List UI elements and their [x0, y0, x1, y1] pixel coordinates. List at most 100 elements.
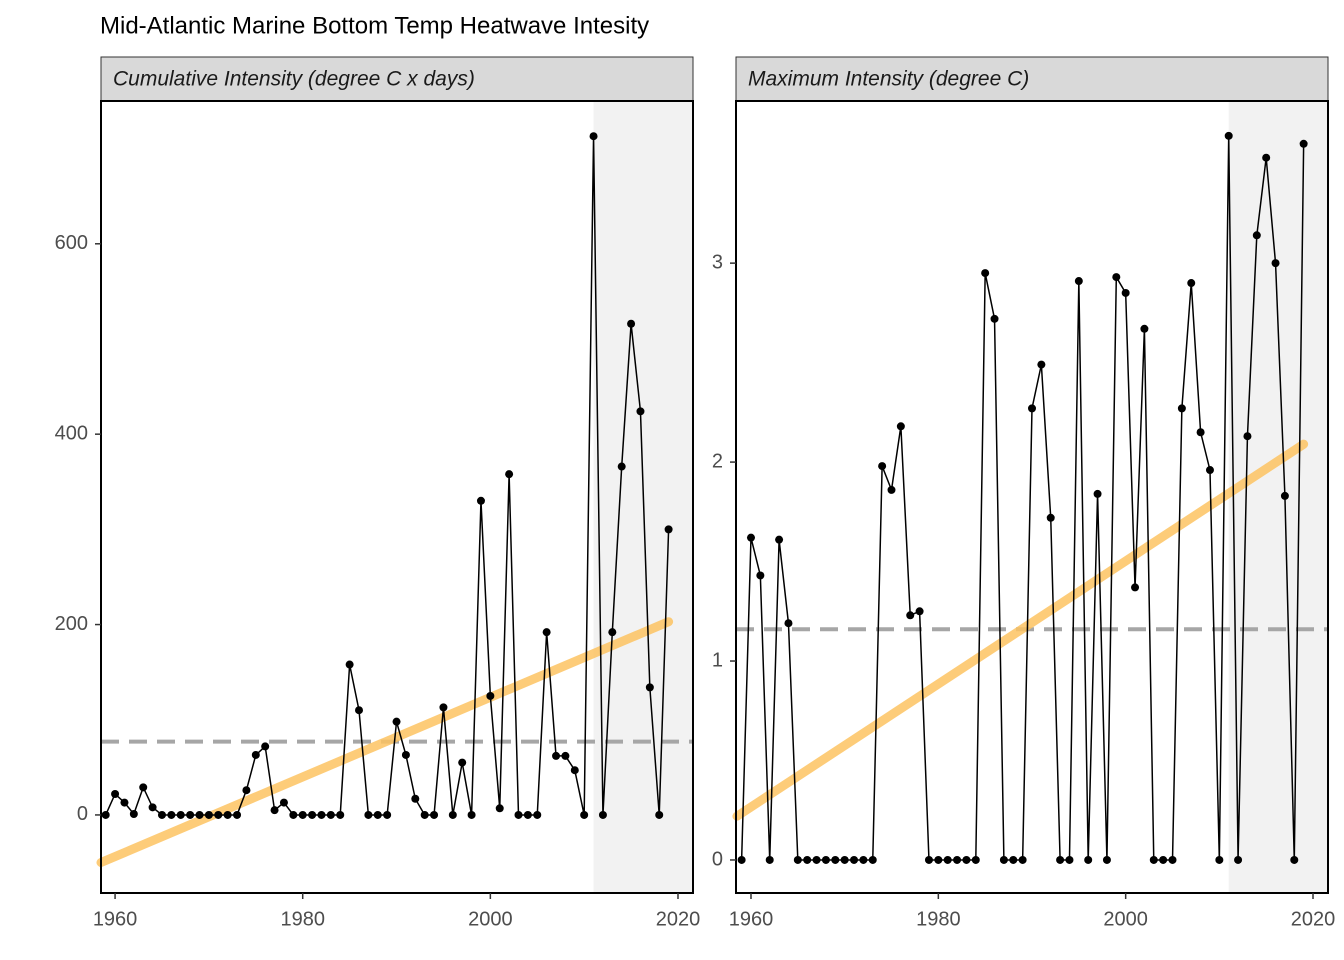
strip-label: Cumulative Intensity (degree C x days)	[113, 68, 475, 91]
data-point	[289, 810, 298, 819]
y-tick-label: 200	[55, 613, 88, 635]
data-point	[214, 810, 223, 819]
y-tick-label: 600	[55, 232, 88, 254]
data-point	[467, 810, 476, 819]
data-point	[279, 798, 288, 807]
data-point	[401, 750, 410, 759]
data-point	[336, 810, 345, 819]
data-point	[411, 794, 420, 803]
data-point	[1224, 131, 1233, 140]
data-point	[111, 790, 120, 798]
data-point	[999, 855, 1008, 864]
data-point	[617, 462, 626, 471]
data-point	[1159, 855, 1168, 864]
data-point	[1215, 855, 1224, 864]
data-point	[598, 810, 607, 819]
data-point	[148, 803, 157, 812]
data-point	[355, 706, 364, 715]
data-point	[270, 806, 279, 815]
data-point	[1121, 288, 1130, 297]
x-tick-label: 2020	[1291, 908, 1336, 930]
data-point	[962, 855, 971, 864]
data-point	[476, 496, 485, 505]
data-point	[439, 703, 448, 712]
data-point	[542, 628, 551, 637]
data-point	[139, 783, 148, 792]
trend-line	[96, 617, 674, 868]
y-tick-label: 400	[55, 422, 88, 444]
data-point	[915, 607, 924, 616]
data-point	[859, 855, 868, 864]
data-point	[645, 683, 654, 692]
data-point	[1009, 855, 1018, 864]
data-point	[1196, 428, 1205, 437]
data-point	[430, 810, 439, 819]
data-point	[924, 855, 933, 864]
y-tick-label: 0	[77, 803, 88, 825]
trend-line	[732, 439, 1309, 821]
chart-title: Mid-Atlantic Marine Bottom Temp Heatwave…	[100, 12, 649, 39]
data-point	[887, 485, 896, 494]
data-point	[448, 810, 457, 819]
data-point	[655, 810, 664, 819]
data-point	[1290, 855, 1299, 864]
data-point	[120, 798, 129, 807]
data-point	[906, 611, 915, 620]
x-tick-label: 1960	[93, 908, 138, 930]
data-point	[821, 855, 830, 864]
data-point	[186, 810, 195, 819]
data-point	[840, 855, 849, 864]
highlight-region	[1228, 101, 1328, 893]
data-point	[627, 319, 636, 328]
data-point	[868, 855, 877, 864]
data-point	[934, 855, 943, 864]
data-point	[1018, 855, 1027, 864]
data-point	[101, 810, 110, 819]
data-point	[1280, 491, 1289, 500]
data-point	[850, 855, 859, 864]
data-point	[505, 470, 514, 479]
data-point	[878, 462, 887, 471]
data-point	[737, 855, 746, 864]
data-point	[157, 810, 166, 819]
data-point	[383, 810, 392, 819]
data-point	[990, 314, 999, 323]
data-point	[1028, 404, 1036, 413]
data-point	[1299, 139, 1308, 148]
data-point	[242, 786, 251, 795]
data-point	[896, 422, 905, 431]
data-point	[1205, 466, 1214, 475]
strip	[100, 56, 694, 102]
data-point	[420, 810, 429, 819]
data-point	[812, 855, 821, 864]
data-point	[1102, 855, 1111, 864]
data-point	[204, 810, 213, 819]
data-point	[1056, 855, 1065, 864]
data-point	[552, 751, 561, 760]
data-point	[831, 855, 840, 864]
data-line	[105, 136, 670, 816]
data-point	[1093, 489, 1102, 498]
data-point	[298, 810, 307, 819]
data-point	[589, 132, 598, 141]
data-point	[793, 855, 802, 864]
y-tick-label: 3	[712, 251, 723, 273]
data-point	[458, 758, 467, 767]
data-point	[1046, 513, 1055, 522]
data-point	[1252, 231, 1261, 240]
data-point	[486, 691, 495, 700]
data-point	[533, 810, 542, 819]
data-point	[570, 766, 579, 775]
data-point	[1131, 583, 1140, 592]
data-point	[1065, 855, 1074, 864]
data-point	[636, 407, 645, 416]
x-tick-label: 1980	[916, 908, 961, 930]
data-point	[765, 855, 774, 864]
data-point	[364, 810, 373, 819]
data-point	[943, 855, 952, 864]
panel-border	[735, 100, 1329, 894]
data-point	[317, 810, 326, 819]
y-tick-label: 2	[712, 450, 723, 472]
data-point	[971, 855, 980, 864]
